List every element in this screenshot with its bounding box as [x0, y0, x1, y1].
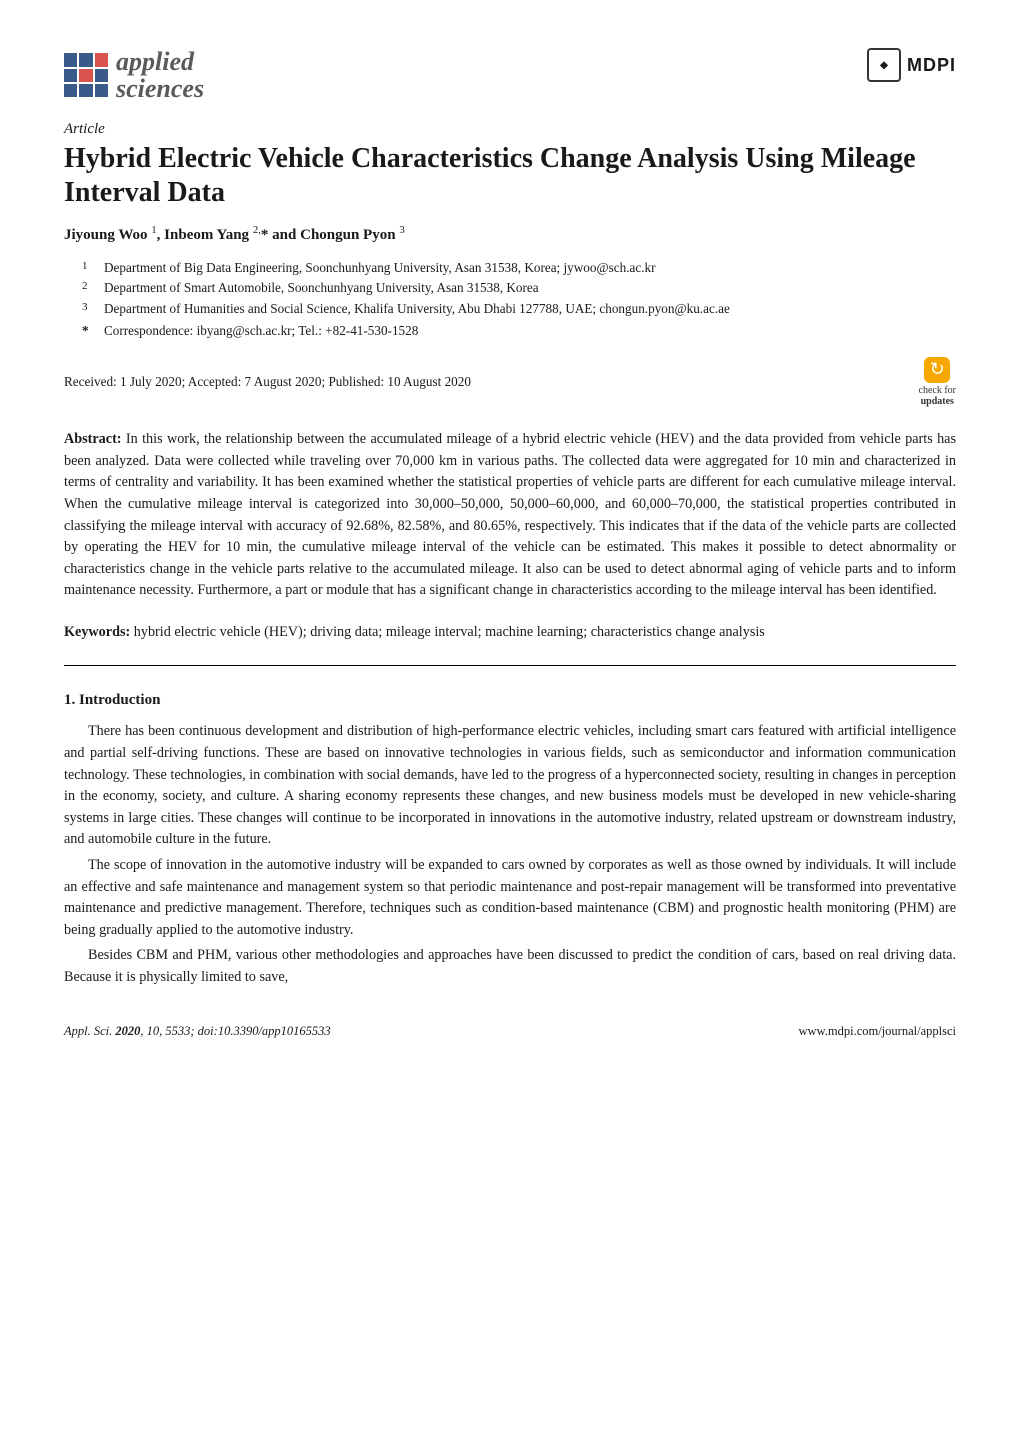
- body-paragraph: There has been continuous development an…: [64, 721, 956, 850]
- journal-name: applied sciences: [116, 48, 204, 103]
- article-type: Article: [64, 121, 956, 138]
- page-footer: Appl. Sci. 2020, 10, 5533; doi:10.3390/a…: [64, 1024, 956, 1039]
- footer-journal-url[interactable]: www.mdpi.com/journal/applsci: [799, 1024, 957, 1039]
- publisher-logo: ◆ MDPI: [867, 48, 956, 82]
- journal-logo-mark: [64, 53, 108, 97]
- article-title: Hybrid Electric Vehicle Characteristics …: [64, 142, 956, 210]
- affiliation-number: 3: [82, 299, 94, 319]
- body-paragraph: Besides CBM and PHM, various other metho…: [64, 945, 956, 988]
- publication-dates: Received: 1 July 2020; Accepted: 7 Augus…: [64, 374, 471, 390]
- affiliation-row: 3 Department of Humanities and Social Sci…: [82, 299, 956, 319]
- check-updates-line1: check for: [919, 385, 956, 396]
- footer-citation: Appl. Sci. 2020, 10, 5533; doi:10.3390/a…: [64, 1024, 331, 1039]
- affiliation-text: Department of Big Data Engineering, Soon…: [104, 258, 656, 278]
- section-separator: [64, 665, 956, 666]
- abstract-text: In this work, the relationship between t…: [64, 431, 956, 598]
- affiliation-text: Department of Humanities and Social Scie…: [104, 299, 730, 319]
- section-heading-introduction: 1. Introduction: [64, 692, 956, 709]
- check-updates-icon: ↻: [924, 357, 950, 383]
- abstract: Abstract: In this work, the relationship…: [64, 429, 956, 602]
- affiliation-number: 1: [82, 258, 94, 278]
- dates-row: Received: 1 July 2020; Accepted: 7 Augus…: [64, 357, 956, 407]
- journal-name-line2: sciences: [116, 75, 204, 102]
- journal-logo: applied sciences: [64, 48, 204, 103]
- keywords-label: Keywords:: [64, 624, 130, 640]
- affiliation-number: 2: [82, 278, 94, 298]
- affiliation-text: Department of Smart Automobile, Soonchun…: [104, 278, 539, 298]
- correspondence-star: *: [82, 323, 94, 339]
- affiliation-row: 2 Department of Smart Automobile, Soonchu…: [82, 278, 956, 298]
- affiliation-row: 1 Department of Big Data Engineering, Soo…: [82, 258, 956, 278]
- authors: Jiyoung Woo 1, Inbeom Yang 2,* and Chong…: [64, 224, 956, 244]
- correspondence-text: Correspondence: ibyang@sch.ac.kr; Tel.: …: [104, 323, 418, 339]
- abstract-label: Abstract:: [64, 431, 122, 447]
- correspondence: * Correspondence: ibyang@sch.ac.kr; Tel.…: [64, 323, 956, 339]
- journal-name-line1: applied: [116, 48, 204, 75]
- check-updates-line2: updates: [921, 396, 954, 407]
- publisher-logo-mark: ◆: [867, 48, 901, 82]
- keywords-text: hybrid electric vehicle (HEV); driving d…: [134, 624, 765, 640]
- body-paragraph: The scope of innovation in the automotiv…: [64, 855, 956, 941]
- publisher-name: MDPI: [907, 55, 956, 76]
- affiliations: 1 Department of Big Data Engineering, Soo…: [64, 258, 956, 319]
- check-for-updates-link[interactable]: ↻ check for updates: [919, 357, 956, 407]
- header-row: applied sciences ◆ MDPI: [64, 48, 956, 103]
- page: applied sciences ◆ MDPI Article Hybrid E…: [0, 0, 1020, 1087]
- keywords: Keywords: hybrid electric vehicle (HEV);…: [64, 622, 956, 644]
